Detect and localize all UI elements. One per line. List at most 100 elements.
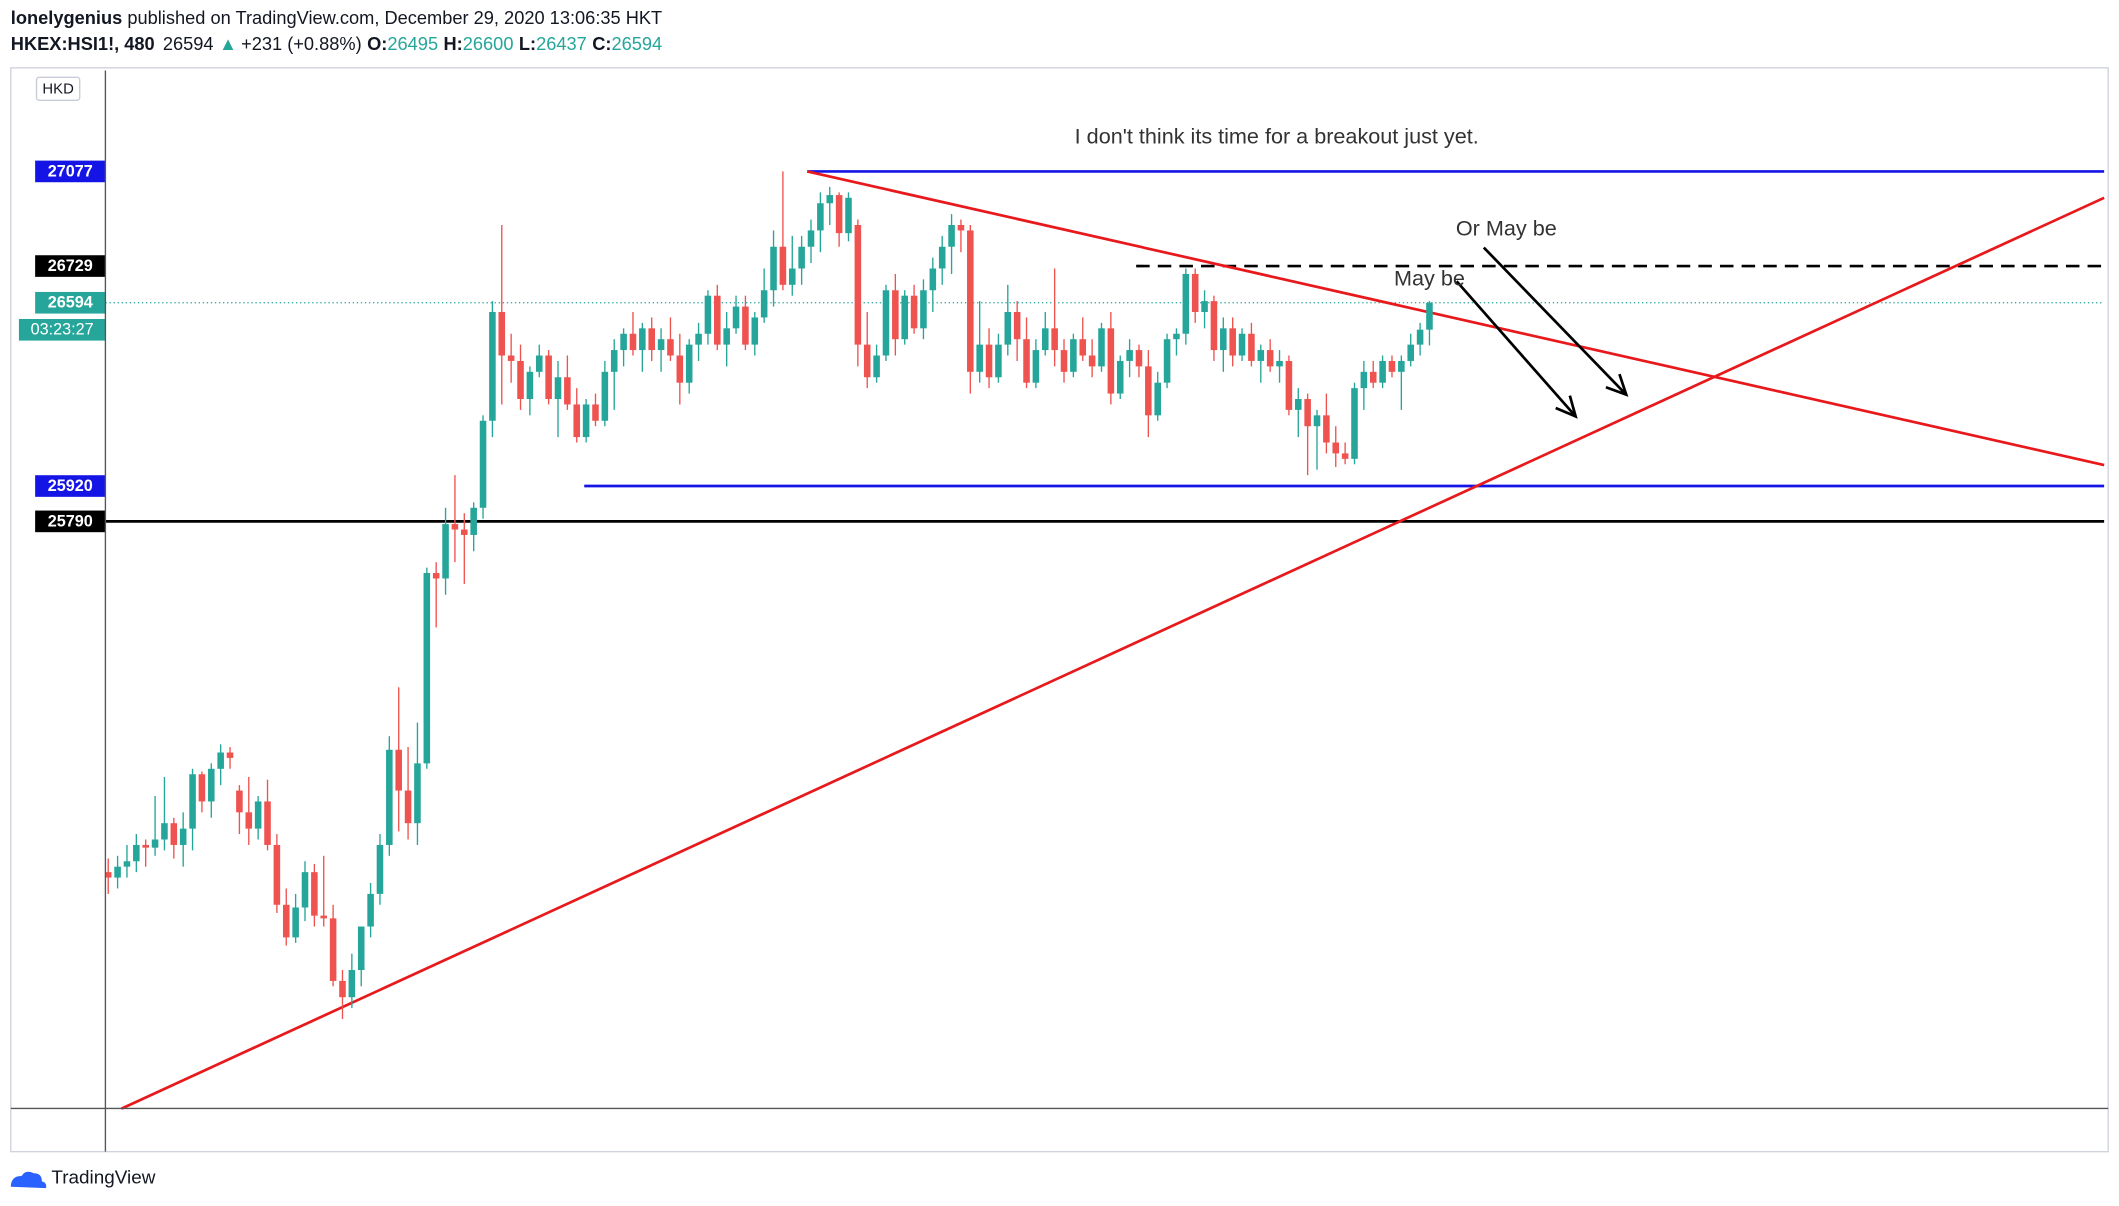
logo-cloud: [10, 1171, 47, 1189]
candle-body: [882, 290, 890, 356]
price-tag-label: 25790: [48, 512, 93, 530]
candle-body: [620, 333, 627, 351]
candle-body: [770, 246, 777, 291]
candle-body: [254, 801, 262, 829]
candle-body: [1154, 382, 1161, 416]
candle-body: [142, 844, 149, 848]
candle-body: [1079, 339, 1087, 356]
candle-body: [985, 344, 993, 378]
candle-body: [938, 246, 946, 269]
candle-body: [1182, 273, 1190, 334]
candle-body: [685, 344, 693, 383]
author: lonelygenius: [11, 7, 122, 28]
price-tag: [35, 510, 106, 533]
candle-body: [1266, 350, 1274, 367]
candle-body: [957, 224, 965, 231]
candle-body: [1051, 328, 1058, 351]
annotation: I don't think its time for a breakout ju…: [1075, 124, 1479, 149]
candle-body: [863, 344, 871, 378]
price-tag: [35, 255, 106, 277]
candle-body: [657, 339, 665, 351]
candle-body: [1388, 360, 1396, 372]
candle-body: [479, 420, 487, 508]
candle-body: [723, 328, 730, 345]
candle-body: [179, 828, 187, 845]
candle-body: [386, 749, 393, 845]
candle-body: [1398, 360, 1405, 372]
candle-body: [845, 197, 852, 234]
candle-body: [1416, 329, 1424, 345]
tradingview-logo: TradingView: [10, 1168, 156, 1189]
candle-body: [292, 907, 299, 938]
change: +231 (+0.88%): [241, 33, 362, 54]
candle-body: [1426, 302, 1433, 330]
arrow-shaft: [1455, 280, 1577, 418]
candle-body: [1163, 339, 1171, 383]
candle-body: [1323, 415, 1330, 443]
candle-body: [133, 844, 140, 862]
candle-body: [236, 790, 243, 813]
candle-body: [198, 774, 206, 802]
candle-body: [610, 350, 618, 372]
l-label: L:: [519, 33, 536, 54]
candle-body: [245, 812, 253, 829]
arrow-head: [1555, 395, 1578, 419]
candle-body: [161, 823, 168, 840]
candle-body: [1135, 350, 1143, 367]
candle-body: [920, 290, 927, 329]
candle-body: [451, 524, 459, 530]
candle-body: [854, 224, 862, 345]
candle-body: [760, 290, 768, 318]
candle-body: [835, 195, 843, 234]
candle-body: [929, 268, 937, 291]
candle-body: [535, 355, 543, 372]
candle-body: [1332, 442, 1340, 454]
candle-body: [114, 866, 121, 878]
candle-body: [1257, 350, 1265, 361]
candle-body: [189, 774, 196, 829]
candle-body: [423, 573, 431, 764]
candle-body: [779, 246, 787, 285]
candle-body: [311, 872, 318, 916]
candle-body: [461, 529, 468, 535]
currency-box: [35, 76, 81, 101]
trend-line: [806, 170, 2105, 467]
o-label: O:: [367, 33, 387, 54]
candle-body: [404, 790, 412, 824]
arrow-head: [1605, 373, 1629, 397]
o-value: 26495: [387, 33, 438, 54]
candle-body: [788, 268, 796, 285]
price-tag-label: 27077: [48, 162, 93, 180]
candle-body: [873, 355, 880, 378]
candle-body: [592, 404, 599, 421]
candle-body: [1116, 360, 1124, 394]
candle-body: [798, 246, 805, 269]
candle-body: [470, 507, 477, 535]
candle-body: [1313, 415, 1321, 427]
price-tag-label: 26729: [48, 257, 93, 275]
candle-body: [1004, 312, 1012, 345]
candle-body: [1041, 328, 1049, 351]
candle-body: [714, 295, 721, 345]
candle-body: [104, 872, 112, 878]
candle-body: [526, 371, 534, 400]
candle-body: [1360, 371, 1368, 389]
chart-frame: [10, 67, 2109, 1153]
candle-body: [732, 306, 740, 329]
candle-body: [695, 333, 702, 345]
annotation: May be: [1394, 266, 1465, 291]
candle-body: [1070, 339, 1077, 372]
candle-body: [1220, 328, 1227, 351]
candle-body: [395, 749, 402, 791]
candle-body: [1191, 273, 1199, 313]
candle-body: [1013, 312, 1021, 340]
candle-body: [1088, 355, 1096, 367]
candle-body: [1201, 301, 1208, 313]
candle-body: [995, 344, 1002, 378]
candle-body: [1379, 360, 1386, 383]
header-line-2: HKEX:HSI1!, 480 26594 ▲ +231 (+0.88%) O:2649…: [11, 33, 662, 54]
candle-body: [667, 339, 674, 356]
candle-body: [676, 355, 684, 383]
candle-body: [498, 312, 506, 356]
